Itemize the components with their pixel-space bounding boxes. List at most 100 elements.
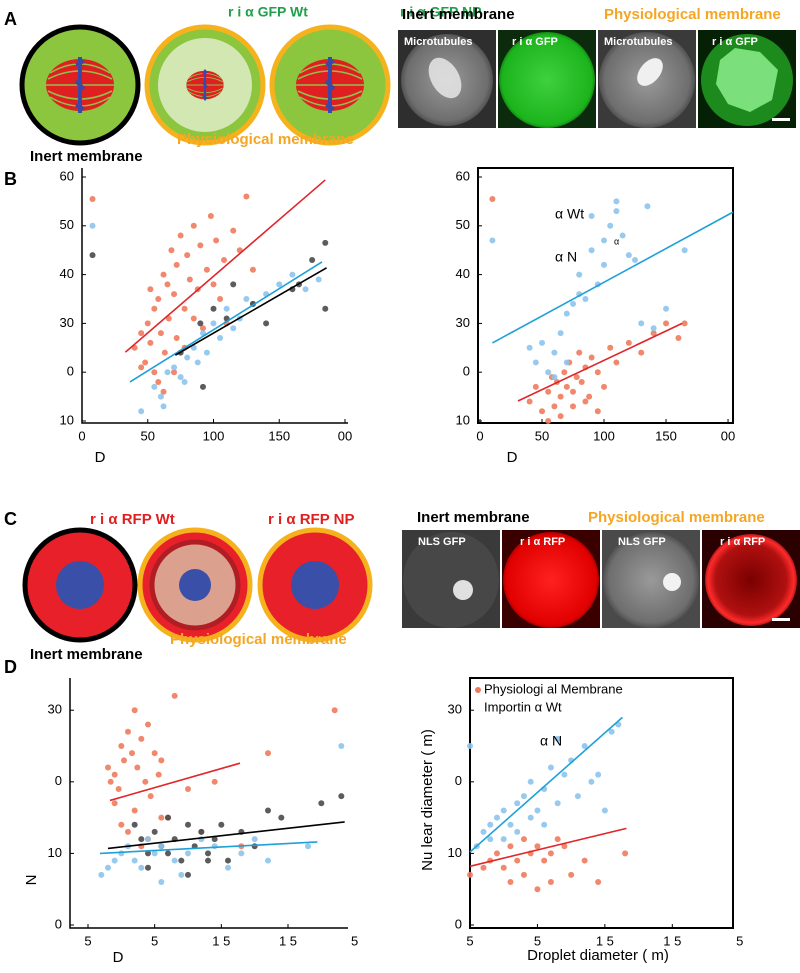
data-point xyxy=(118,850,125,857)
data-point xyxy=(198,828,205,835)
data-point xyxy=(613,208,620,215)
annotation: α N xyxy=(540,733,562,749)
data-point xyxy=(118,743,125,750)
data-point xyxy=(520,836,527,843)
data-point xyxy=(278,814,285,821)
y-tick-label: 30 xyxy=(48,702,62,717)
legend-label: Importin α Wt xyxy=(484,699,562,714)
annotation: α N xyxy=(555,249,577,265)
x-tick-label: 5 xyxy=(534,933,541,948)
annotation: α Wt xyxy=(555,206,584,222)
data-point xyxy=(526,344,533,351)
header: r i α RFP Wt xyxy=(90,511,175,528)
panel-label: A xyxy=(4,9,17,29)
data-point xyxy=(158,757,165,764)
data-point xyxy=(338,793,345,800)
image-label: Microtubules xyxy=(604,36,672,48)
data-point xyxy=(230,227,237,234)
data-point xyxy=(186,276,193,283)
data-point xyxy=(613,359,620,366)
data-point xyxy=(551,374,558,381)
x-axis-label: D xyxy=(95,449,106,466)
data-point xyxy=(184,354,191,361)
data-point xyxy=(249,266,256,273)
data-point xyxy=(251,843,258,850)
data-point xyxy=(145,721,151,728)
data-point xyxy=(129,750,135,757)
data-point xyxy=(302,286,309,293)
data-point xyxy=(568,871,575,878)
x-tick-label: 50 xyxy=(535,428,549,443)
data-point xyxy=(489,195,496,202)
data-point xyxy=(211,843,218,850)
data-point xyxy=(157,393,164,400)
data-point xyxy=(322,305,329,312)
y-tick-label: 0 xyxy=(67,364,74,379)
data-point xyxy=(527,778,534,785)
data-point xyxy=(520,871,527,878)
data-point xyxy=(190,344,197,351)
data-point xyxy=(581,857,588,864)
y-tick-label: 0 xyxy=(55,773,62,788)
y-tick-label: 0 xyxy=(463,364,470,379)
data-point xyxy=(89,195,96,202)
data-point xyxy=(251,836,258,843)
data-point xyxy=(145,864,151,871)
data-point xyxy=(557,330,564,337)
x-tick-label: 150 xyxy=(655,428,677,443)
data-point xyxy=(107,778,114,785)
y-tick-label: 60 xyxy=(456,168,470,183)
data-point xyxy=(594,369,601,376)
data-point xyxy=(165,850,171,857)
data-point xyxy=(177,374,184,381)
axes xyxy=(69,678,348,929)
data-point xyxy=(305,843,311,850)
data-point xyxy=(601,261,608,268)
data-point xyxy=(309,256,316,263)
data-point xyxy=(289,271,296,278)
data-point xyxy=(158,879,165,886)
data-point xyxy=(625,339,632,346)
data-point xyxy=(111,857,118,864)
data-point xyxy=(487,836,494,843)
data-point xyxy=(131,707,138,714)
legend-label: Physiologi al Membrane xyxy=(484,681,623,696)
data-point xyxy=(581,743,588,750)
data-point xyxy=(147,286,154,293)
data-point xyxy=(619,232,626,239)
data-point xyxy=(145,836,151,843)
data-point xyxy=(199,325,206,332)
schematic-label: Inert membrane xyxy=(30,646,143,663)
data-point xyxy=(493,850,500,857)
data-point xyxy=(197,320,204,327)
data-point xyxy=(527,814,534,821)
fit-line xyxy=(107,821,345,850)
image-title: Inert membrane xyxy=(402,6,515,23)
data-point xyxy=(588,247,595,254)
axes xyxy=(81,168,348,424)
data-point xyxy=(534,886,541,893)
data-point xyxy=(467,743,473,750)
data-point xyxy=(576,271,583,278)
data-point xyxy=(138,364,145,371)
y-tick-label: 0 xyxy=(455,773,462,788)
data-point xyxy=(134,764,141,771)
y-axis-label: N xyxy=(23,875,40,886)
data-point xyxy=(131,821,138,828)
y-tick-label: 0 xyxy=(455,916,462,931)
schematic-label: Physiological membrane xyxy=(177,131,354,148)
fit-line xyxy=(174,267,327,356)
data-point xyxy=(151,369,158,376)
data-point xyxy=(500,807,507,814)
data-point xyxy=(194,359,201,366)
data-point xyxy=(322,239,329,246)
y-tick-label: 10 xyxy=(448,845,462,860)
data-point xyxy=(588,778,595,785)
data-point xyxy=(532,383,539,390)
data-point xyxy=(238,850,245,857)
data-point xyxy=(190,222,197,229)
x-tick-label: 1 5 xyxy=(212,933,230,948)
data-point xyxy=(534,843,541,850)
panel-label: C xyxy=(4,509,17,529)
